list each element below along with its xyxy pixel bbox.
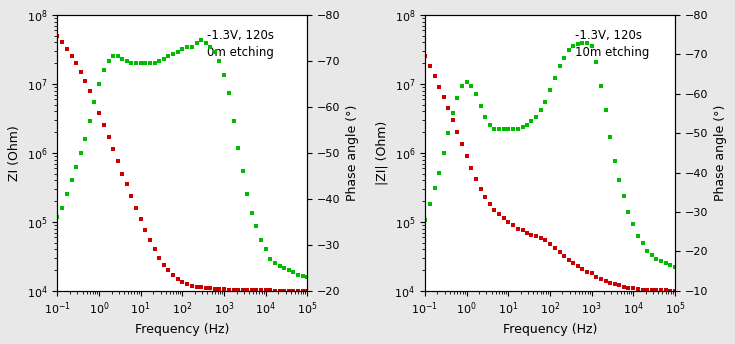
- X-axis label: Frequency (Hz): Frequency (Hz): [503, 323, 597, 336]
- Text: -1.3V, 120s
10m etching: -1.3V, 120s 10m etching: [575, 29, 649, 59]
- Y-axis label: Phase angle (°): Phase angle (°): [346, 105, 359, 201]
- Y-axis label: Phase angle (°): Phase angle (°): [714, 105, 727, 201]
- X-axis label: Frequency (Hz): Frequency (Hz): [135, 323, 229, 336]
- Y-axis label: |ZI| (Ohm): |ZI| (Ohm): [376, 121, 389, 185]
- Text: -1.3V, 120s
0m etching: -1.3V, 120s 0m etching: [207, 29, 274, 59]
- Y-axis label: ZI (Ohm): ZI (Ohm): [8, 125, 21, 181]
